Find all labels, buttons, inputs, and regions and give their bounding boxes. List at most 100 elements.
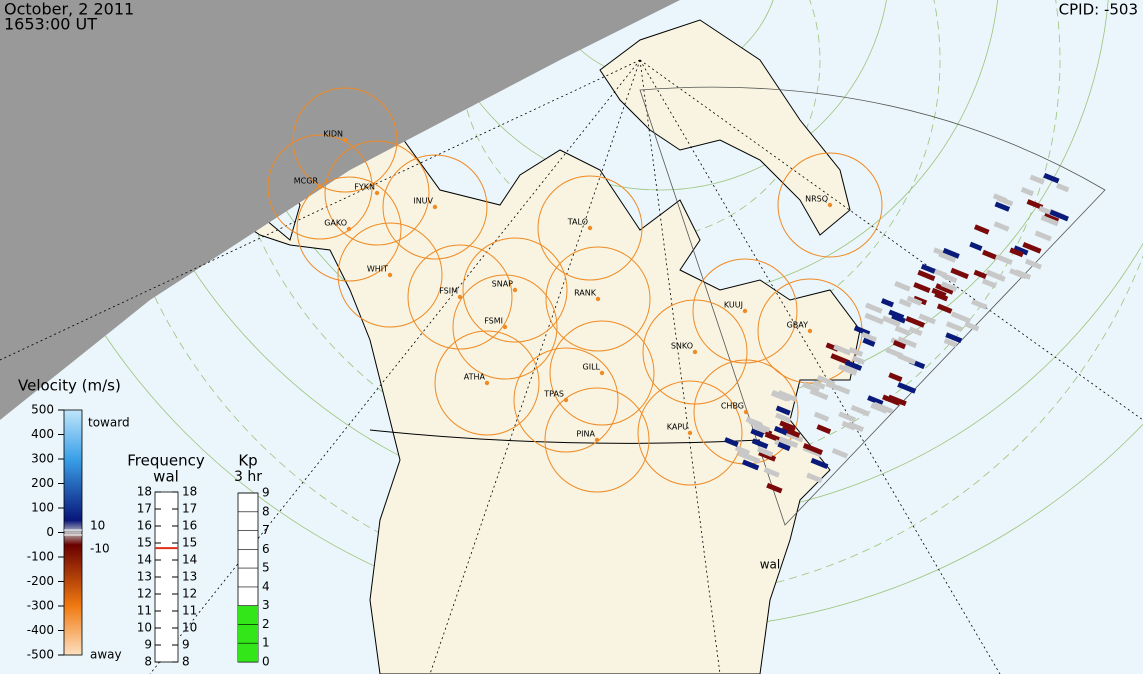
station-dot: [563, 397, 569, 403]
vector: [1026, 199, 1044, 210]
vector: [1013, 245, 1029, 256]
greenland: [599, 19, 851, 236]
velocity-tick-label: 500: [31, 403, 54, 417]
vector: [848, 346, 864, 357]
vector: [913, 282, 931, 293]
vector: [751, 438, 769, 449]
vector: [1022, 242, 1042, 254]
station-label: RANK: [574, 289, 597, 298]
vector: [942, 247, 960, 259]
velocity-tick-label: -500: [27, 648, 54, 662]
date: October, 2 2011: [4, 0, 134, 19]
vector: [994, 201, 1011, 212]
station-dot: [342, 137, 348, 143]
velocity-tick-label: -200: [27, 574, 54, 588]
time: 1653:00 UT: [4, 15, 97, 34]
vector: [861, 331, 877, 343]
kp-subtitle: 3 hr: [234, 469, 262, 485]
frequency-tick-label: 9: [144, 638, 152, 652]
velocity-tick-label: 300: [31, 452, 54, 466]
station-label: ATHA: [464, 373, 486, 382]
vector: [801, 381, 820, 393]
fov-circle: [462, 237, 568, 343]
station-label: KIDN: [323, 130, 343, 139]
fov-circles: [267, 87, 883, 493]
station-dot: [742, 308, 748, 314]
frequency-radar: wal: [153, 468, 179, 486]
frequency-tick-label: 15: [137, 536, 152, 550]
vector: [825, 381, 840, 391]
vector: [737, 450, 752, 461]
vector: [766, 482, 783, 494]
station-label: WHIT: [367, 265, 388, 274]
station-label: PINA: [576, 430, 595, 439]
vector: [920, 263, 936, 274]
station-label: TALO: [567, 218, 588, 227]
vector: [845, 360, 863, 371]
vector: [864, 312, 885, 325]
kp-tick-label: 1: [262, 636, 270, 650]
velocity-tick-label: 0: [46, 525, 54, 539]
vector: [905, 315, 926, 328]
kp-tick-label: 6: [262, 542, 270, 556]
frequency-tick-label: 9: [182, 638, 190, 652]
vector: [734, 445, 751, 456]
velocity-tick-label: -300: [27, 599, 54, 613]
vector: [973, 269, 987, 279]
vector: [894, 281, 911, 292]
frequency-tick-label: 16: [137, 519, 152, 533]
vector: [867, 395, 884, 406]
fov-circle: [296, 176, 402, 282]
frequency-tick-label: 12: [182, 587, 197, 601]
fov-circle: [407, 244, 513, 350]
vector: [880, 298, 894, 308]
meridians: [0, 59, 1143, 674]
vector: [981, 278, 997, 289]
vector: [934, 291, 949, 302]
vector: [756, 446, 774, 458]
vector: [1043, 172, 1060, 184]
vector: [741, 459, 760, 471]
station-dot: [743, 409, 749, 415]
vector: [779, 420, 796, 432]
vector: [752, 424, 767, 434]
vector: [945, 321, 964, 333]
vector: [1038, 205, 1052, 216]
vector: [971, 299, 988, 310]
border: [369, 429, 761, 444]
vector: [777, 441, 791, 452]
frequency-tick-label: 17: [182, 502, 197, 516]
vector: [838, 411, 856, 423]
kp-tick-label: 2: [262, 617, 270, 631]
kp-tick-label: 0: [262, 655, 270, 669]
vector: [932, 268, 948, 278]
frequency-tick-label: 15: [182, 536, 197, 550]
vector: [887, 394, 907, 407]
kp-tick-label: 4: [262, 579, 270, 593]
vector: [1056, 183, 1070, 193]
station-label: SNAP: [492, 280, 514, 289]
vector: [892, 340, 907, 350]
vector: [918, 313, 937, 325]
vector: [897, 353, 917, 365]
vector: [973, 224, 990, 235]
frequency-tick-label: 18: [137, 485, 152, 499]
station-label: FYKN: [354, 183, 375, 192]
vector: [906, 295, 923, 306]
frequency-tick-label: 13: [137, 570, 152, 584]
fov-circle: [692, 258, 798, 364]
vector: [781, 426, 801, 438]
vector: [1024, 258, 1042, 270]
station-dot: [484, 380, 490, 386]
vector: [940, 281, 958, 292]
vector: [778, 436, 797, 448]
frequency-tick-label: 18: [182, 485, 197, 499]
station-label: CHBG: [721, 402, 744, 411]
station-dot: [432, 204, 438, 210]
vector: [1020, 186, 1034, 197]
vector: [830, 353, 851, 366]
vector: [1034, 230, 1052, 242]
vector: [995, 254, 1013, 265]
